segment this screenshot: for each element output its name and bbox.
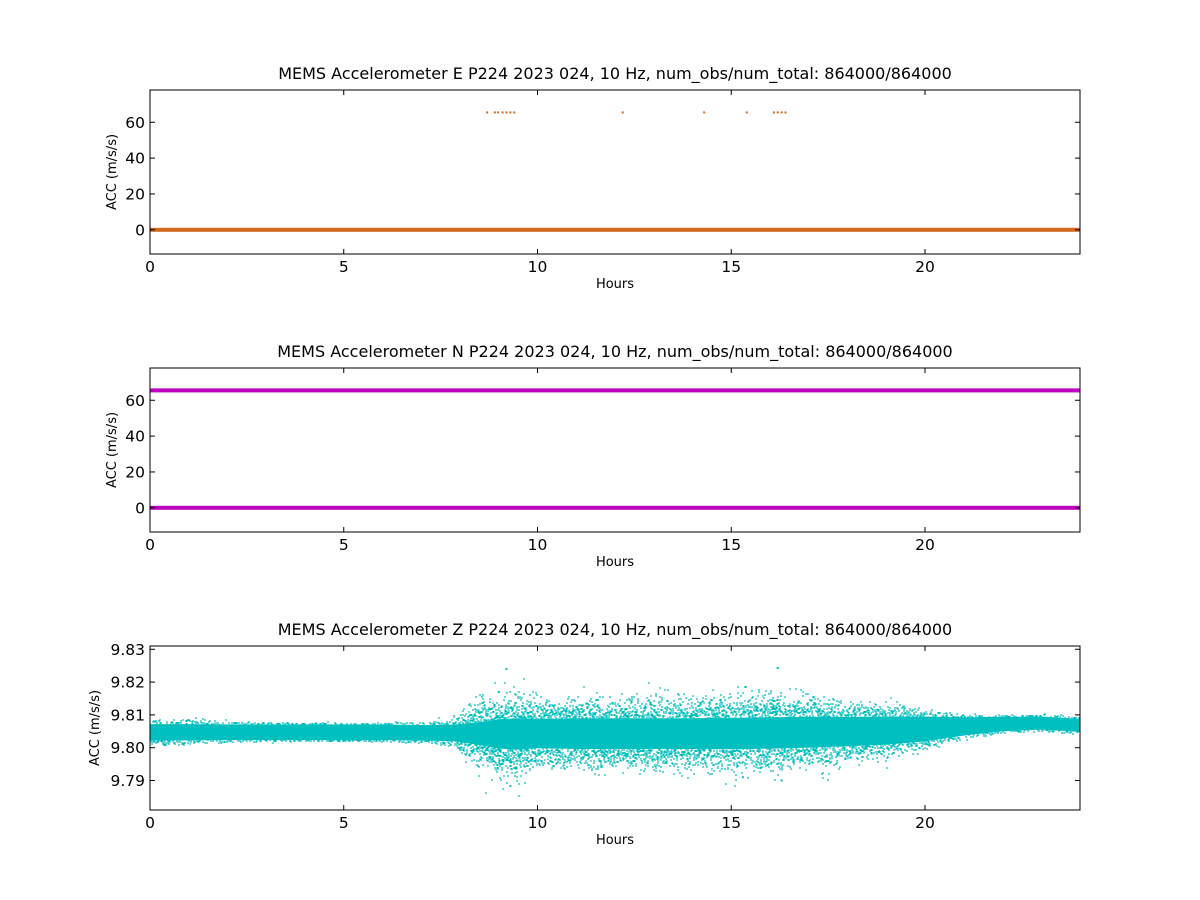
panel-e-ylabel: ACC (m/s/s) xyxy=(105,134,120,210)
x-tick-label: 5 xyxy=(339,258,349,276)
data-point xyxy=(496,111,499,114)
y-tick-label: 40 xyxy=(125,150,145,168)
panel-z-plot-area xyxy=(149,645,1081,811)
panel-n-plot-area xyxy=(149,367,1081,533)
data-point xyxy=(513,111,516,114)
data-point xyxy=(703,111,706,114)
x-tick-label: 20 xyxy=(915,258,935,276)
panel-n: MEMS Accelerometer N P224 2023 024, 10 H… xyxy=(105,342,1081,570)
data-point xyxy=(505,667,508,670)
x-tick-label: 20 xyxy=(915,536,935,554)
panel-e-data xyxy=(150,111,1080,232)
x-tick-label: 15 xyxy=(721,814,741,832)
x-tick-label: 0 xyxy=(145,258,155,276)
panel-e-ticks: 0 5 10 15 20 0 20 40 60 xyxy=(125,90,1080,276)
series-e-baseline xyxy=(150,227,1080,232)
y-tick-label: 9.83 xyxy=(110,641,145,659)
x-tick-label: 5 xyxy=(339,814,349,832)
data-point xyxy=(776,111,779,114)
y-tick-label: 9.80 xyxy=(110,739,145,757)
data-point xyxy=(780,779,783,782)
panel-z: MEMS Accelerometer Z P224 2023 024, 10 H… xyxy=(88,620,1081,848)
y-tick-label: 60 xyxy=(125,392,145,410)
series-z-band xyxy=(150,678,1080,797)
series-n-level-1 xyxy=(150,505,1080,510)
data-point xyxy=(501,111,504,114)
y-tick-label: 9.79 xyxy=(110,772,145,790)
y-tick-label: 9.82 xyxy=(110,674,145,692)
panel-e-title: MEMS Accelerometer E P224 2023 024, 10 H… xyxy=(278,64,952,84)
x-tick-label: 5 xyxy=(339,536,349,554)
panel-n-xlabel: Hours xyxy=(596,555,634,570)
data-point xyxy=(486,111,489,114)
data-point xyxy=(505,111,508,114)
data-point xyxy=(780,111,783,114)
y-tick-label: 60 xyxy=(125,114,145,132)
x-tick-label: 20 xyxy=(915,814,935,832)
data-point xyxy=(493,111,496,114)
data-point xyxy=(509,111,512,114)
panel-z-ticks: 0 5 10 15 20 9.79 9.80 9.81 9.82 9.83 xyxy=(110,641,1080,832)
y-tick-label: 0 xyxy=(135,499,145,517)
panel-z-data xyxy=(150,666,1080,797)
x-tick-label: 0 xyxy=(145,536,155,554)
x-tick-label: 15 xyxy=(721,258,741,276)
x-tick-label: 0 xyxy=(145,814,155,832)
panel-e-plot-area xyxy=(149,89,1081,255)
data-point xyxy=(745,111,748,114)
panel-n-title: MEMS Accelerometer N P224 2023 024, 10 H… xyxy=(277,342,952,362)
panel-n-ticks: 0 5 10 15 20 0 20 40 60 xyxy=(125,368,1080,554)
x-tick-label: 15 xyxy=(721,536,741,554)
y-tick-label: 20 xyxy=(125,463,145,481)
panel-n-ylabel: ACC (m/s/s) xyxy=(105,412,120,488)
y-tick-label: 20 xyxy=(125,185,145,203)
data-point xyxy=(784,111,787,114)
data-point xyxy=(509,785,512,788)
x-tick-label: 10 xyxy=(528,258,548,276)
panel-n-data xyxy=(150,388,1080,510)
y-tick-label: 0 xyxy=(135,221,145,239)
data-point xyxy=(621,111,624,114)
data-point xyxy=(497,690,500,693)
y-tick-label: 9.81 xyxy=(110,706,145,724)
panel-z-xlabel: Hours xyxy=(596,833,634,848)
panel-z-ylabel: ACC (m/s/s) xyxy=(88,690,103,766)
data-point xyxy=(776,666,779,669)
panel-z-title: MEMS Accelerometer Z P224 2023 024, 10 H… xyxy=(278,620,952,640)
x-tick-label: 10 xyxy=(528,536,548,554)
data-point xyxy=(741,776,744,779)
series-n-level-0 xyxy=(150,388,1080,393)
panel-e: MEMS Accelerometer E P224 2023 024, 10 H… xyxy=(105,64,1081,292)
x-tick-label: 10 xyxy=(528,814,548,832)
y-tick-label: 40 xyxy=(125,428,145,446)
data-point xyxy=(772,111,775,114)
panel-e-xlabel: Hours xyxy=(596,277,634,292)
